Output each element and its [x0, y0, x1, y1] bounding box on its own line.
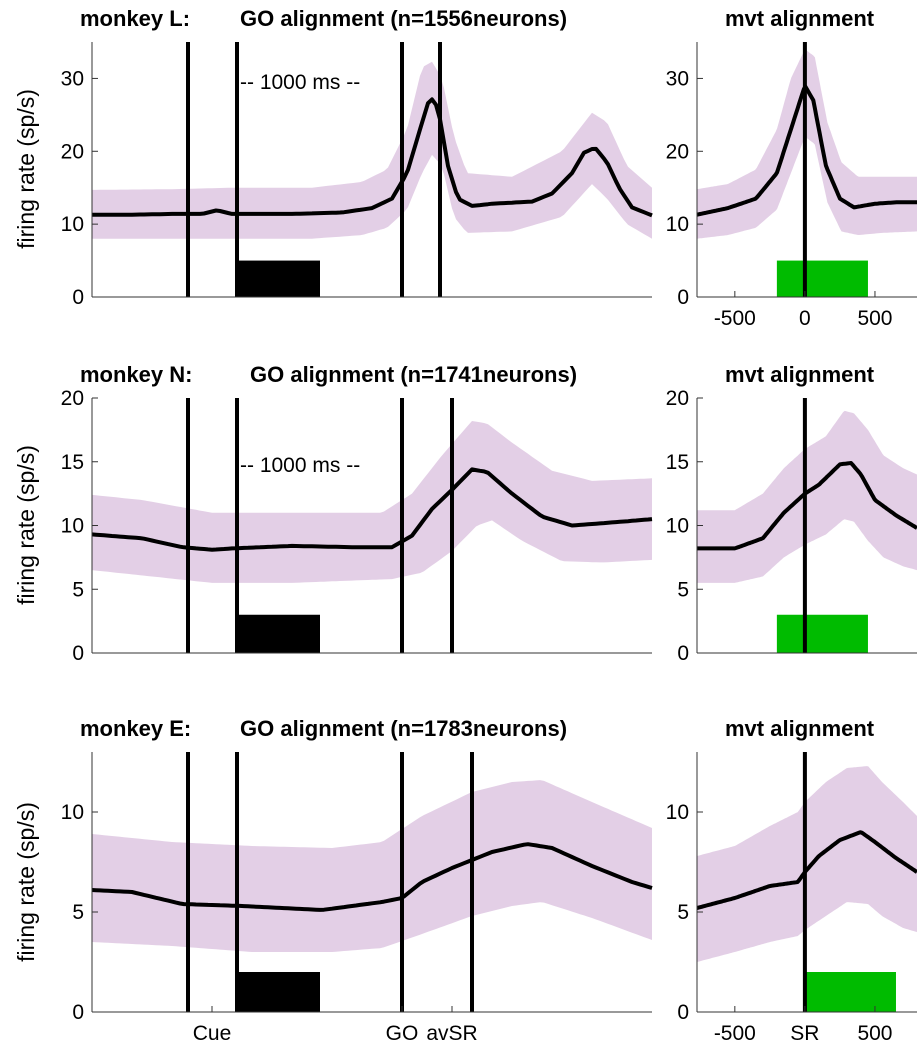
epoch-bar: [804, 972, 896, 1012]
panel-L-go-title: GO alignment (n=1556neurons): [240, 6, 567, 31]
panel-N-go-plot: 0 5 10 15 20: [61, 387, 653, 665]
panel-E-mvt-plot: 0 5 10 -500 SR 500: [666, 752, 917, 1045]
y-tick-label: 10: [666, 213, 689, 236]
y-tick-label: 10: [61, 801, 84, 824]
y-tick-label: 5: [677, 578, 689, 601]
panel-monkey-E-go: monkey E: GO alignment (n=1783neurons) f…: [13, 716, 653, 1045]
panel-E-go-title: GO alignment (n=1783neurons): [240, 716, 567, 741]
panel-L-mvt-title: mvt alignment: [725, 6, 875, 31]
panel-E-label: monkey E:: [80, 716, 191, 741]
panel-monkey-N-mvt: mvt alignment 0 5 10 15 20: [666, 362, 917, 665]
mean-firing-line: [696, 84, 917, 217]
y-tick-label: 15: [666, 451, 689, 474]
panel-N-go-title: GO alignment (n=1741neurons): [250, 362, 577, 387]
x-tick-label: avSR: [426, 1022, 477, 1045]
mean-firing-line: [91, 467, 653, 552]
panel-L-label: monkey L:: [80, 6, 190, 31]
panel-L-duration-label: -- 1000 ms --: [240, 71, 360, 94]
panel-N-mvt-plot: 0 5 10 15 20: [666, 387, 917, 665]
panel-monkey-N-go: monkey N: GO alignment (n=1741neurons) f…: [13, 362, 653, 665]
y-tick-label: 0: [677, 286, 689, 309]
panel-E-go-plot: 0 5 10 Cue GO avSR: [61, 752, 653, 1045]
y-tick-label: 15: [61, 451, 84, 474]
variance-band: [697, 49, 917, 239]
mean-firing-line: [91, 842, 653, 912]
x-tick-label: SR: [790, 1022, 819, 1045]
x-tick-label: Cue: [193, 1022, 232, 1045]
epoch-bar: [237, 260, 320, 297]
y-tick-label: 0: [677, 1001, 689, 1024]
y-tick-label: 20: [666, 387, 689, 410]
variance-band: [697, 410, 917, 583]
x-tick-label: GO: [386, 1022, 419, 1045]
x-tick-label: -500: [714, 1022, 756, 1045]
y-tick-label: 10: [61, 515, 84, 538]
y-tick-label: 30: [666, 67, 689, 90]
panel-E-ylabel: firing rate (sp/s): [13, 802, 39, 962]
panel-N-label: monkey N:: [80, 362, 192, 387]
panel-N-mvt-title: mvt alignment: [725, 362, 875, 387]
x-tick-label: 500: [857, 1022, 892, 1045]
epoch-bar: [237, 972, 320, 1012]
y-tick-label: 30: [61, 67, 84, 90]
panel-L-mvt-plot: 0 10 20 30 -500 0 500: [666, 42, 917, 330]
mean-firing-line: [696, 461, 917, 551]
mean-firing-line: [696, 830, 917, 910]
y-tick-label: 0: [72, 642, 84, 665]
y-tick-label: 0: [72, 286, 84, 309]
y-tick-label: 10: [61, 213, 84, 236]
y-tick-label: 10: [666, 801, 689, 824]
epoch-bar: [776, 614, 868, 653]
panel-monkey-E-mvt: mvt alignment 0 5 10 -500 SR 500: [666, 716, 917, 1045]
y-tick-label: 5: [677, 901, 689, 924]
x-tick-label: -500: [714, 307, 756, 330]
y-tick-label: 5: [72, 578, 84, 601]
panel-L-ylabel: firing rate (sp/s): [13, 89, 39, 249]
panel-E-mvt-title: mvt alignment: [725, 716, 875, 741]
variance-band: [92, 421, 652, 583]
y-tick-label: 0: [677, 642, 689, 665]
variance-band: [92, 61, 652, 239]
panel-monkey-L-go: monkey L: GO alignment (n=1556neurons) f…: [13, 6, 653, 309]
y-tick-label: 0: [72, 1001, 84, 1024]
y-tick-label: 5: [72, 901, 84, 924]
panel-N-duration-label: -- 1000 ms --: [240, 454, 360, 477]
variance-band: [697, 766, 917, 962]
y-tick-label: 20: [666, 140, 689, 163]
x-tick-label: 500: [857, 307, 892, 330]
epoch-bar: [776, 260, 868, 297]
epoch-bar: [237, 614, 320, 653]
panel-N-ylabel: firing rate (sp/s): [13, 445, 39, 605]
panel-L-go-plot: 0 10 20 30: [61, 42, 653, 309]
mean-firing-line: [92, 97, 653, 218]
panel-monkey-L-mvt: mvt alignment 0 10 20 30 -500 0 500: [666, 6, 917, 330]
variance-band: [92, 780, 652, 952]
y-tick-label: 10: [666, 515, 689, 538]
x-tick-label: 0: [799, 307, 811, 330]
y-tick-label: 20: [61, 140, 84, 163]
y-tick-label: 20: [61, 387, 84, 410]
